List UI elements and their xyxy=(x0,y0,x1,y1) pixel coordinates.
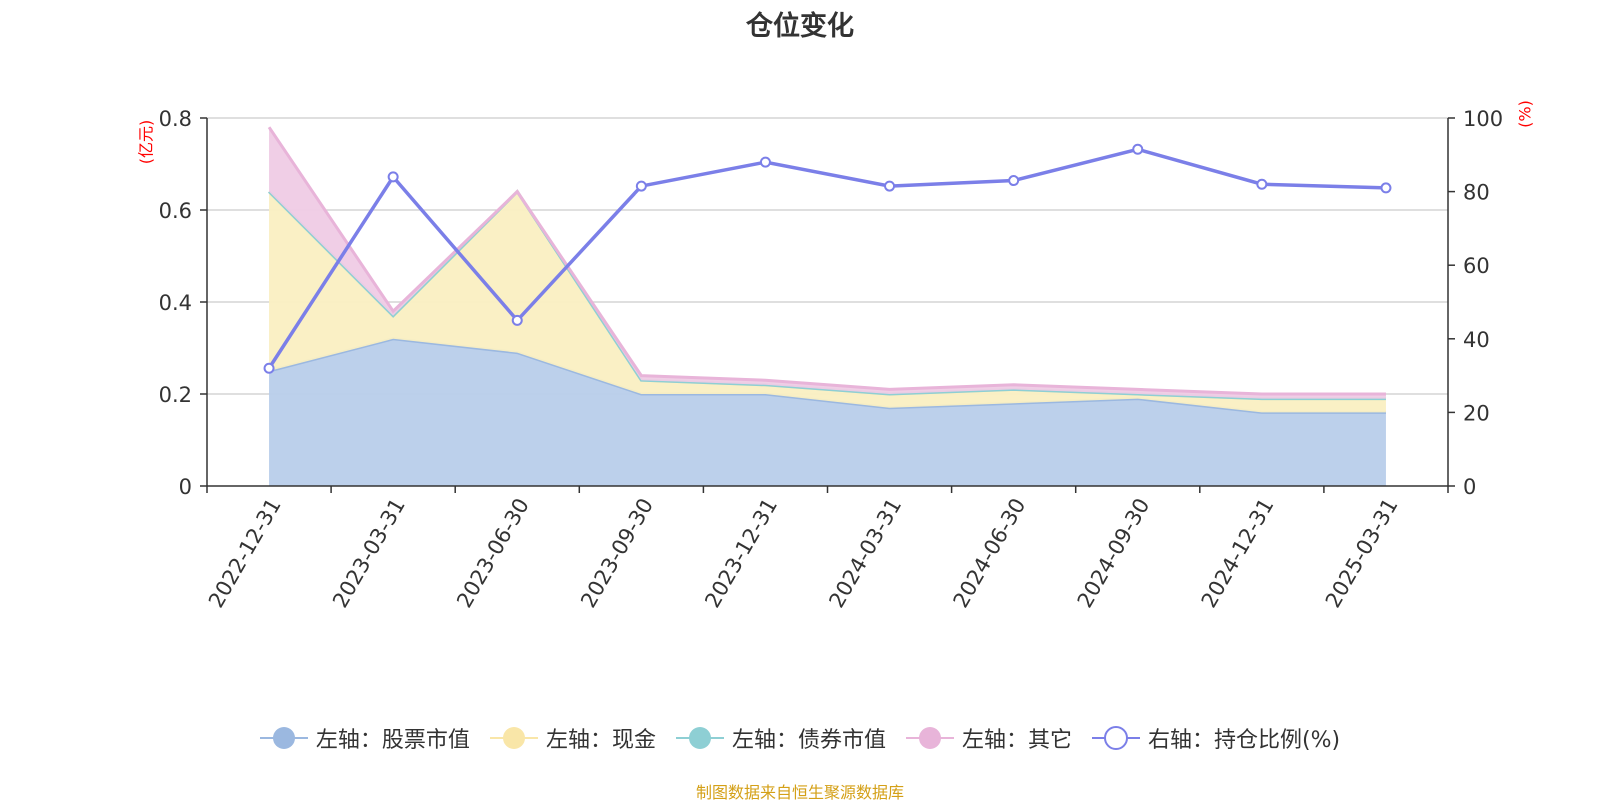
right-tick-label: 40 xyxy=(1463,328,1490,352)
legend-label: 左轴：其它 xyxy=(961,728,1072,753)
x-tick-label: 2024-09-30 xyxy=(1073,494,1155,612)
left-tick-label: 0.8 xyxy=(159,107,192,131)
ratio-line-series xyxy=(263,143,1392,374)
ratio-point xyxy=(1380,182,1392,194)
left-tick-label: 0.2 xyxy=(159,383,192,407)
ratio-point xyxy=(1008,175,1020,187)
area-1 xyxy=(269,191,1386,413)
x-tick-label: 2023-03-31 xyxy=(328,494,410,612)
left-tick-label: 0 xyxy=(179,475,192,499)
legend-label: 左轴：债券市值 xyxy=(731,728,886,753)
right-tick-label: 80 xyxy=(1463,181,1490,205)
legend-item[interactable]: 左轴：现金 xyxy=(489,722,656,754)
ratio-point xyxy=(1132,143,1144,155)
ratio-point xyxy=(511,314,523,326)
legend-label: 左轴：现金 xyxy=(545,728,656,753)
x-tick-label: 2025-03-31 xyxy=(1321,494,1403,612)
ratio-point xyxy=(387,171,399,183)
legend-item[interactable]: 左轴：其它 xyxy=(905,722,1072,754)
x-tick-label: 2023-12-31 xyxy=(700,494,782,612)
right-tick-label: 0 xyxy=(1463,475,1476,499)
x-tick-label: 2023-09-30 xyxy=(576,494,658,612)
legend-marker-icon xyxy=(489,727,538,749)
area-series xyxy=(267,126,1386,486)
area-line-3 xyxy=(267,126,1386,396)
left-tick-label: 0.4 xyxy=(159,291,192,315)
legend-marker-icon xyxy=(259,727,308,749)
legend-label: 左轴：股票市值 xyxy=(315,728,470,753)
ratio-point xyxy=(884,180,896,192)
x-tick-label: 2022-12-31 xyxy=(204,494,286,612)
legend-item[interactable]: 右轴：持仓比例(%) xyxy=(1091,722,1341,754)
chart-title: 仓位变化 xyxy=(746,11,854,42)
right-axis-unit: (%) xyxy=(1516,100,1535,128)
x-tick-label: 2024-03-31 xyxy=(824,494,906,612)
x-tick-label: 2024-06-30 xyxy=(949,494,1031,612)
left-axis-unit: (亿元) xyxy=(137,120,156,165)
left-tick-label: 0.6 xyxy=(159,199,192,223)
right-tick-label: 60 xyxy=(1463,254,1490,278)
ratio-point xyxy=(759,156,771,168)
legend-item[interactable]: 左轴：股票市值 xyxy=(259,722,470,754)
right-tick-label: 100 xyxy=(1463,107,1503,131)
legend-item[interactable]: 左轴：债券市值 xyxy=(675,722,886,754)
data-source-note: 制图数据来自恒生聚源数据库 xyxy=(695,783,904,802)
legend-marker-icon xyxy=(675,727,724,749)
ratio-line xyxy=(267,147,1387,370)
x-tick-label: 2023-06-30 xyxy=(452,494,534,612)
right-tick-label: 20 xyxy=(1463,401,1490,425)
ratio-point xyxy=(635,180,647,192)
legend-label: 右轴：持仓比例(%) xyxy=(1147,728,1341,753)
ratio-point xyxy=(1256,178,1268,190)
area-0 xyxy=(269,338,1386,486)
legend-marker-icon xyxy=(1091,726,1140,750)
x-tick-label: 2024-12-31 xyxy=(1197,494,1279,612)
ratio-point xyxy=(263,362,275,374)
legend: 左轴：股票市值 左轴：现金 左轴：债券市值 左轴：其它 右轴：持仓比例(%) xyxy=(0,722,1600,754)
legend-marker-icon xyxy=(905,727,954,749)
